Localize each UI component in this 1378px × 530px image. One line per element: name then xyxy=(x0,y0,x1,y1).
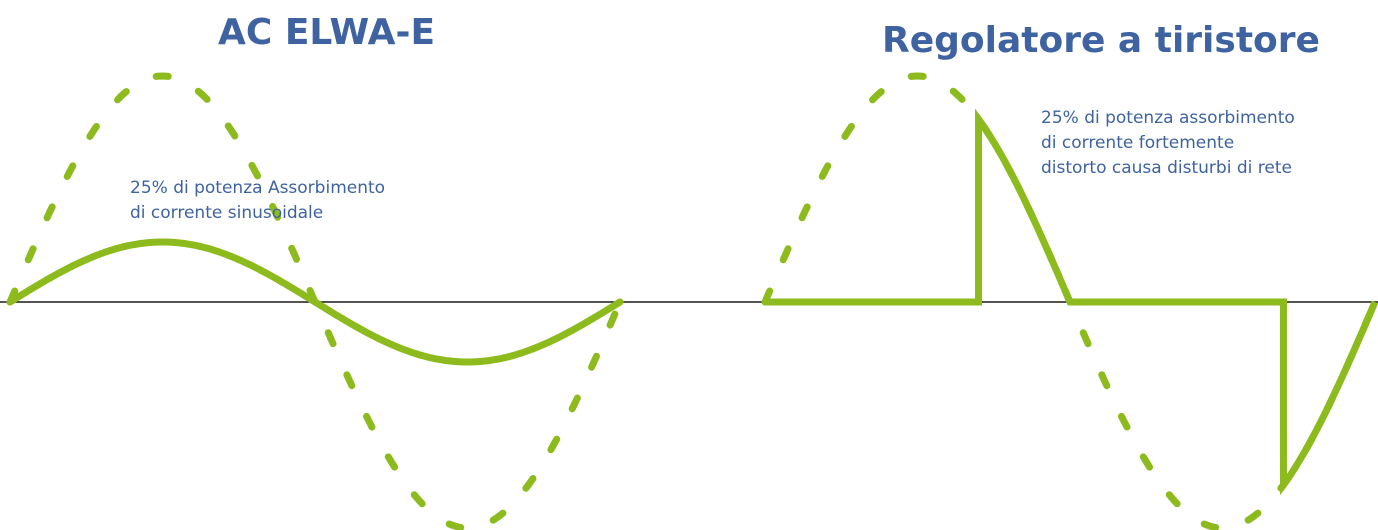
left-title: AC ELWA-E xyxy=(218,12,435,53)
right-title: Regolatore a tiristore xyxy=(882,20,1320,61)
right-caption-line-3: distorto causa disturbi di rete xyxy=(1041,156,1295,181)
right-caption-line-2: di corrente fortemente xyxy=(1041,131,1295,156)
left-caption-line-2: di corrente sinusoidale xyxy=(130,201,385,226)
right-caption-line-1: 25% di potenza assorbimento xyxy=(1041,106,1295,131)
left-caption: 25% di potenza Assorbimento di corrente … xyxy=(130,176,385,226)
left-caption-line-1: 25% di potenza Assorbimento xyxy=(130,176,385,201)
right-caption: 25% di potenza assorbimento di corrente … xyxy=(1041,106,1295,181)
